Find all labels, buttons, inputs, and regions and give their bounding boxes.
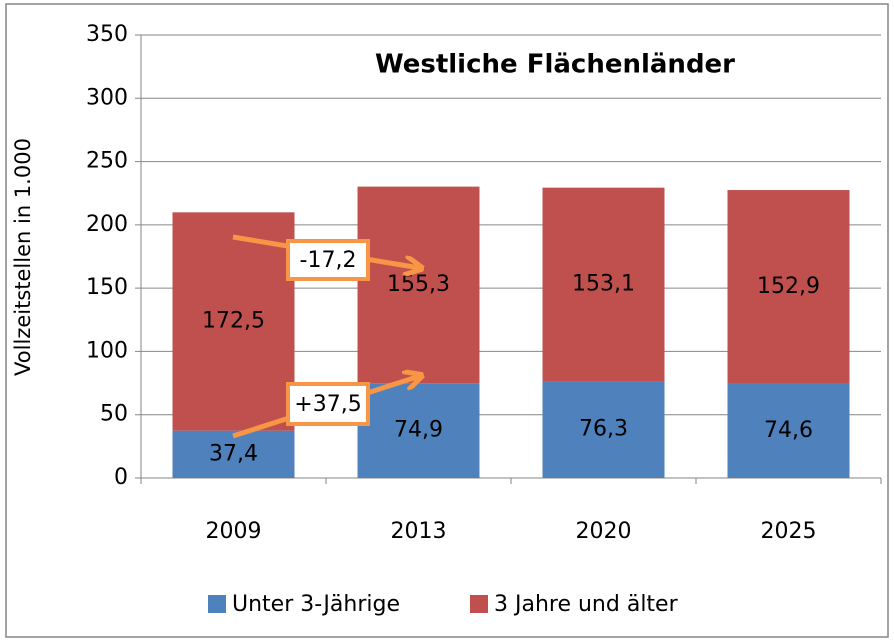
data-label: 76,3 <box>579 417 628 442</box>
bar-segment <box>357 383 480 478</box>
annotation-group: -17,2 +37,5 <box>232 234 420 439</box>
data-label: 153,1 <box>572 272 635 297</box>
annotation-box <box>286 382 370 426</box>
annotation: -17,2 <box>300 248 357 273</box>
data-label: 74,6 <box>764 418 813 443</box>
y-tick-label: 50 <box>100 402 128 427</box>
bar-segment <box>727 383 850 478</box>
data-label: 74,9 <box>394 418 443 443</box>
legend-label: Unter 3-Jährige <box>232 592 400 617</box>
data-label: 152,9 <box>757 274 820 299</box>
y-tick-label: 350 <box>86 22 128 47</box>
data-label: 37,4 <box>209 441 258 466</box>
annotation: +37,5 <box>294 392 361 417</box>
y-axis-title: Vollzeitstellen in 1.000 <box>11 138 35 376</box>
legend: Unter 3-Jährige 3 Jahre und älter <box>208 592 679 617</box>
bar-segment <box>542 187 665 382</box>
legend-swatch <box>470 595 488 613</box>
y-tick-label: 0 <box>114 465 128 490</box>
x-tick-label: 2013 <box>391 519 447 544</box>
data-label: 155,3 <box>387 272 450 297</box>
data-label: 172,5 <box>202 308 265 333</box>
legend-label: 3 Jahre und älter <box>494 592 679 617</box>
y-tick-label: 300 <box>86 85 128 110</box>
y-tick-label: 100 <box>86 338 128 363</box>
bar-segment <box>172 430 295 478</box>
annotation-box <box>286 239 370 281</box>
y-tick-label: 250 <box>86 149 128 174</box>
y-tick-label: 200 <box>86 212 128 237</box>
x-tick-label: 2009 <box>206 519 262 544</box>
x-tick-label: 2025 <box>761 519 817 544</box>
x-tick-label: 2020 <box>576 519 632 544</box>
bar-segment <box>357 186 480 384</box>
legend-swatch <box>208 595 226 613</box>
bar-segment <box>542 381 665 478</box>
bar-segment <box>727 190 850 384</box>
chart-title: Westliche Flächenländer <box>375 50 735 80</box>
plot-area: 0 50 100 150 200 250 300 350 2009 37,4 172,5 2013 74… <box>86 22 882 544</box>
bar-segment <box>172 212 295 431</box>
y-tick-label: 150 <box>86 275 128 300</box>
